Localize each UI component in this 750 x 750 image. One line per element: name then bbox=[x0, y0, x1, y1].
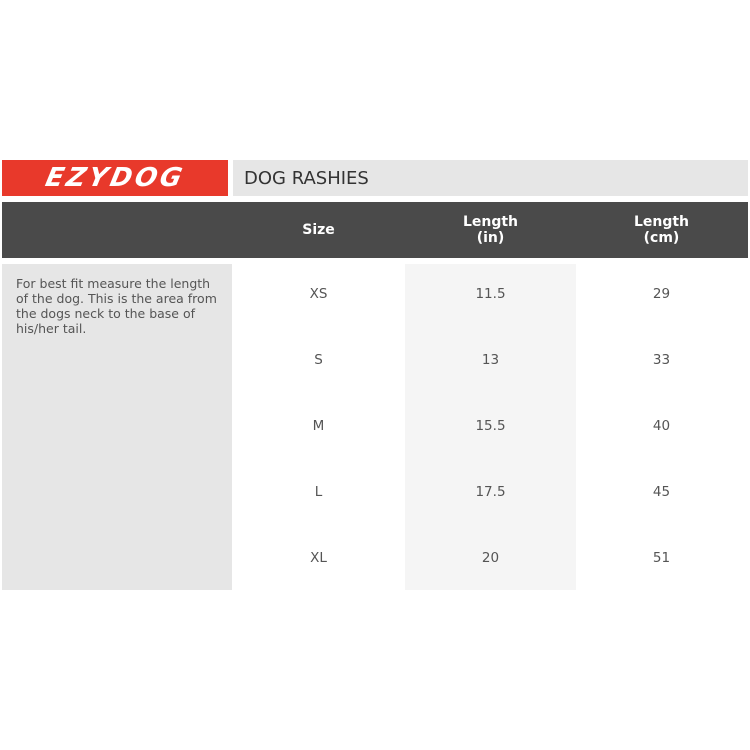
table-cell: S bbox=[314, 352, 323, 368]
table-cell: L bbox=[314, 484, 323, 500]
ezydog-logo: EZYDOG bbox=[2, 160, 228, 196]
table-cell: 51 bbox=[652, 550, 671, 566]
title-bar: DOG RASHIES bbox=[233, 160, 748, 196]
table-cell: 45 bbox=[652, 484, 671, 500]
column-header: Size bbox=[302, 222, 335, 238]
table-cell: 15.5 bbox=[475, 418, 506, 434]
measurement-description: For best fit measure the length of the d… bbox=[2, 264, 232, 590]
table-cell: 33 bbox=[652, 352, 671, 368]
table-cell: XS bbox=[309, 286, 328, 302]
table-cell: XL bbox=[310, 550, 327, 566]
table-header: Size Length (in) Length (cm) bbox=[2, 202, 748, 258]
table-cell: 20 bbox=[481, 550, 500, 566]
logo-text: EZYDOG bbox=[42, 163, 188, 193]
column-header: Length (in) bbox=[462, 214, 519, 246]
table-cell: M bbox=[312, 418, 325, 434]
column-header: Length (cm) bbox=[633, 214, 690, 246]
shaded-column bbox=[405, 264, 576, 590]
table-cell: 13 bbox=[481, 352, 500, 368]
table-cell: 29 bbox=[652, 286, 671, 302]
description-text: For best fit measure the length of the d… bbox=[16, 276, 217, 336]
table-cell: 17.5 bbox=[475, 484, 506, 500]
table-cell: 40 bbox=[652, 418, 671, 434]
table-cell: 11.5 bbox=[475, 286, 506, 302]
page-title: DOG RASHIES bbox=[244, 167, 369, 189]
